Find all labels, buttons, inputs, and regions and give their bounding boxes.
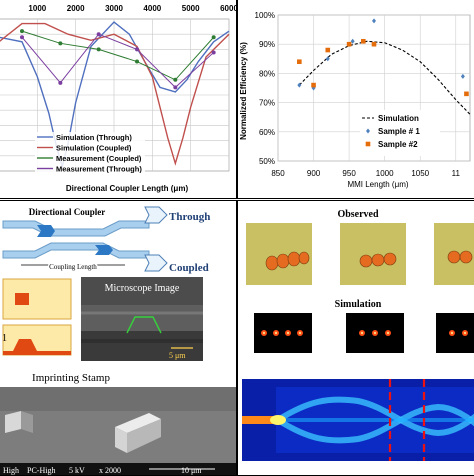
chart-b-point-sample2 (346, 41, 352, 47)
chart-a-point (173, 77, 178, 82)
chart-b-y-tick: 60% (259, 128, 275, 137)
chart-b-x-tick: 11 (452, 169, 461, 178)
chart-a-legend-entry: Measurement (Through) (56, 165, 142, 174)
chart-b-x-tick: 1050 (411, 169, 429, 178)
coupler-waveguide-top (2, 220, 150, 237)
chart-b-point-sample1 (350, 38, 355, 44)
cross-section-top (2, 278, 72, 320)
mmi-length-chart: 850 900 950 1000 1050 11 50% 60% 70% 80% 90% 100% S… (239, 11, 471, 189)
chart-b-x-tick: 1000 (376, 169, 394, 178)
chart-b-point-sample1 (460, 73, 465, 79)
chart-b-x-axis-label: MMI Length (μm) (347, 180, 408, 189)
chart-b-point-sample1 (325, 56, 330, 62)
chart-a-point (58, 41, 63, 46)
chart-a-point (58, 80, 63, 85)
chart-a-legend-entry: Measurement (Coupled) (56, 154, 142, 163)
cross-section-number: 1 (2, 333, 7, 344)
chart-b-y-tick: 90% (259, 40, 275, 49)
chart-a-x-tick: 4000 (143, 4, 161, 13)
mmi-field-simulation (242, 379, 474, 461)
chart-b-x-tick: 900 (307, 169, 321, 178)
chart-a-point (20, 35, 24, 40)
microscope-image-title: Microscope Image (105, 283, 180, 294)
chart-b-legend: Simulation Sample # 1 Sample #2 (360, 110, 440, 156)
fabrication-figure: Directional Coupler Through Coupled Coup… (0, 206, 236, 475)
chart-b-x-tick: 850 (271, 169, 285, 178)
chart-b-x-tick: 950 (342, 169, 356, 178)
input-arrow-icon (37, 225, 55, 237)
coupler-length-chart: 1000 2000 3000 4000 5000 6000 Simulation (Thr… (0, 4, 237, 193)
through-label: Through (169, 211, 210, 223)
chart-a-point (135, 59, 139, 64)
chart-b-simulation-curve (298, 40, 471, 115)
chart-b-y-tick: 100% (255, 11, 275, 20)
imprinting-stamp-label: Imprinting Stamp (32, 372, 110, 384)
panel-mmi-chart: 850 900 950 1000 1050 11 50% 60% 70% 80% 90% 100% S… (237, 0, 474, 199)
sem-scale: 10 μm (181, 466, 202, 475)
chart-a-series-line (21, 33, 215, 89)
sem-mode: PC-High (27, 466, 55, 475)
chart-b-legend-entry: Sample # 1 (378, 127, 420, 136)
chart-a-x-tick: 1000 (28, 4, 46, 13)
mode-images-figure: Observed Simulation (242, 209, 474, 461)
chart-b-point-sample1 (297, 82, 302, 88)
chart-b-y-tick: 80% (259, 69, 275, 78)
simulation-label: Simulation (335, 299, 382, 310)
chart-b-point-sample2 (297, 59, 302, 65)
chart-a-legend: Simulation (Through) Simulation (Coupled)… (35, 132, 145, 178)
coupler-waveguide-bottom (2, 242, 150, 259)
chart-b-legend-swatch (366, 128, 370, 134)
chart-a-x-axis-label: Directional Coupler Length (μm) (66, 184, 189, 193)
coupled-output-arrow-icon (144, 254, 168, 272)
chart-b-point-sample2 (371, 41, 377, 47)
chart-a-series-line (21, 30, 215, 81)
chart-a-x-tick: 2000 (67, 4, 85, 13)
cross-section-bottom (2, 324, 72, 356)
simulation-images (254, 313, 474, 353)
panel-mode-images: Observed Simulation (237, 200, 474, 476)
chart-b-point-sample1 (372, 18, 376, 24)
chart-b-point-sample2 (361, 38, 366, 44)
chart-a-legend-entry: Simulation (Through) (56, 133, 132, 142)
chart-a-point (211, 50, 216, 55)
chart-a-series-line (0, 22, 230, 166)
directional-coupler-label: Directional Coupler (29, 207, 106, 217)
chart-b-legend-entry: Sample #2 (378, 140, 418, 149)
chart-b-point-sample2 (464, 91, 469, 97)
coupled-arrow-icon (95, 245, 113, 255)
chart-a-point (211, 35, 216, 40)
microscope-image: Microscope Image 5 μm (81, 277, 203, 361)
sem-magnification: x 2000 (99, 466, 121, 475)
chart-b-y-tick: 70% (259, 99, 275, 108)
coupling-length-label: Coupling Length (49, 263, 97, 271)
panel-coupler-chart: 1000 2000 3000 4000 5000 6000 Simulation (Thr… (0, 0, 237, 199)
chart-b-point-sample2 (311, 82, 316, 88)
chart-a-x-tick: 6000 (220, 4, 237, 13)
chart-a-point (20, 29, 24, 34)
observed-label: Observed (337, 209, 379, 220)
chart-a-legend-entry: Simulation (Coupled) (56, 144, 132, 153)
chart-b-y-axis-label: Normalized Efficiency (%) (239, 42, 248, 140)
sem-voltage: 5 kV (69, 466, 85, 475)
chart-a-point (96, 47, 101, 52)
chart-a-x-tick: 5000 (182, 4, 200, 13)
chart-a-x-tick: 3000 (105, 4, 123, 13)
chart-a-point (173, 85, 178, 90)
chart-a-point (135, 47, 139, 52)
microscope-scale-bar: 5 μm (169, 351, 186, 360)
panel-fabrication: Directional Coupler Through Coupled Coup… (0, 200, 237, 476)
chart-b-legend-entry: Simulation (378, 114, 419, 123)
through-arrow-icon (144, 206, 168, 224)
chart-b-y-tick: 50% (259, 157, 275, 166)
chart-a-series-line (0, 21, 230, 170)
chart-b-point-sample2 (325, 47, 331, 53)
sem-detector: High (3, 466, 19, 475)
sem-image (0, 387, 236, 463)
observed-images (246, 223, 474, 285)
chart-a-point (96, 32, 101, 37)
coupled-label: Coupled (169, 262, 209, 274)
chart-b-legend-swatch (365, 141, 371, 147)
